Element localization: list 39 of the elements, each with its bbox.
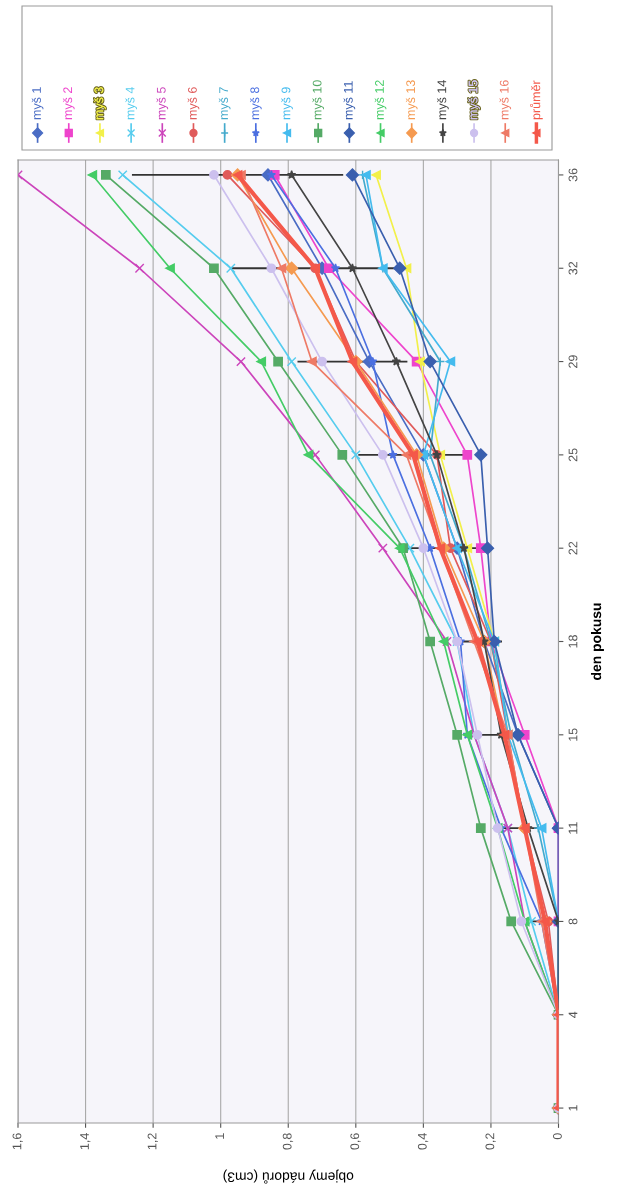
text: myš 11: [343, 81, 356, 120]
y-tick-label: 8: [568, 918, 578, 925]
y-axis-title: den pokusu: [590, 603, 604, 680]
y-tick-label: 18: [568, 635, 578, 648]
x-tick-label: 0,8: [282, 1133, 294, 1150]
y-tick-label: 1: [568, 1105, 578, 1111]
x-tick-label: 0,2: [485, 1133, 496, 1150]
text: myš 6: [187, 87, 200, 120]
y-tick-label: 4: [568, 1011, 578, 1018]
text: myš 5: [156, 87, 169, 120]
text: myš 1: [31, 87, 44, 120]
text: průměr: [530, 80, 543, 120]
text: myš 7: [218, 87, 231, 120]
text: myš 4: [125, 87, 137, 120]
text: myš 2: [62, 87, 75, 120]
x-tick-label: 0,6: [350, 1133, 361, 1150]
x-axis-title: objemy nádorů (cm3): [223, 1169, 354, 1184]
y-tick-label: 11: [568, 822, 578, 834]
y-tick-label: 15: [568, 728, 578, 741]
text: myš 3: [94, 87, 106, 120]
text: myš 10: [312, 80, 325, 120]
x-tick-label: 1: [215, 1133, 224, 1139]
x-tick-label: 1,2: [147, 1133, 158, 1150]
y-tick-label: 29: [568, 355, 578, 368]
x-tick-label: 1,4: [80, 1133, 91, 1150]
text: myš 15: [468, 80, 480, 120]
x-tick-label: 1,6: [12, 1133, 23, 1150]
text: myš 13: [405, 80, 418, 120]
y-tick-label: 36: [568, 168, 578, 182]
text: myš 12: [374, 80, 387, 120]
text: myš 16: [499, 80, 512, 120]
y-tick-label: 22: [568, 541, 578, 555]
text: myš 9: [281, 87, 293, 120]
x-tick-label: 0: [553, 1133, 562, 1140]
text: myš 8: [249, 87, 262, 120]
x-tick-label: 0,4: [417, 1133, 429, 1150]
text: myš 14: [437, 80, 449, 120]
y-tick-label: 25: [568, 448, 578, 462]
y-tick-label: 32: [568, 261, 578, 275]
